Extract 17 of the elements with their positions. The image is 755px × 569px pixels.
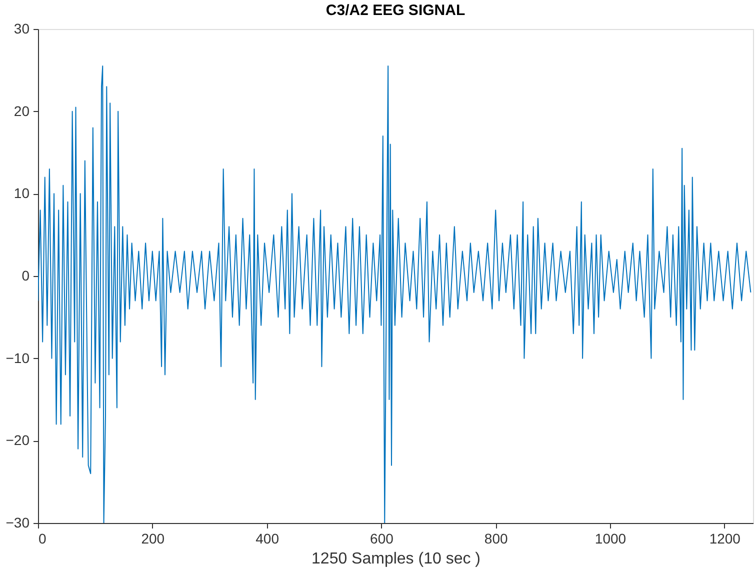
y-tick-label: −30 bbox=[6, 514, 30, 530]
x-tick-label: 600 bbox=[370, 530, 394, 546]
y-tick-label: −20 bbox=[6, 432, 30, 448]
x-tick-label: 0 bbox=[38, 530, 46, 546]
x-tick-label: 800 bbox=[484, 530, 508, 546]
line-series bbox=[38, 66, 752, 523]
x-tick-label: 200 bbox=[141, 530, 165, 546]
x-tick-label: 1200 bbox=[709, 530, 741, 546]
chart-title: C3/A2 EEG SIGNAL bbox=[326, 2, 466, 19]
y-tick-label: 10 bbox=[14, 185, 30, 202]
y-tick-label: 0 bbox=[22, 268, 30, 284]
x-tick-label: 1000 bbox=[594, 530, 626, 546]
y-tick-label: 20 bbox=[14, 102, 30, 119]
y-tick-label: 30 bbox=[14, 20, 30, 36]
y-tick-label: −10 bbox=[6, 350, 30, 366]
x-axis-title: 1250 Samples (10 sec ) bbox=[312, 550, 480, 568]
x-tick-label: 400 bbox=[256, 530, 280, 546]
